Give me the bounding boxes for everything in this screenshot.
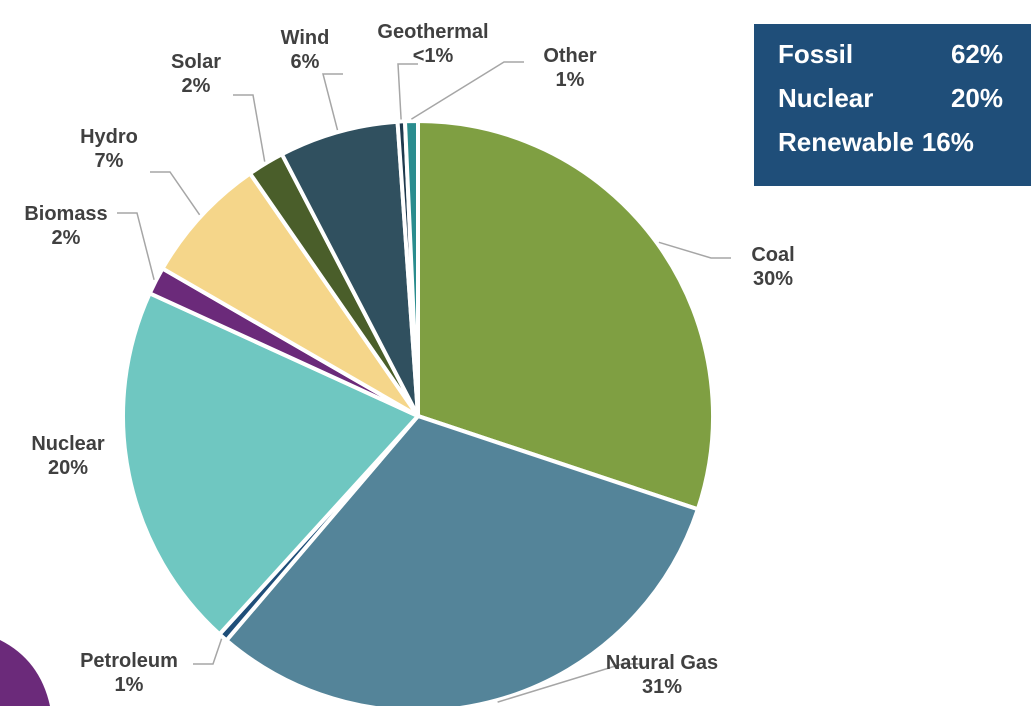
pie-slice-nuclear [121,291,420,637]
slice-label-name: Coal [751,244,794,266]
leader-line [497,663,642,703]
slice-label: Hydro 7% [80,126,138,172]
pie-slice-other [402,119,420,418]
slice-labels: Coal 30%Natural Gas 31%Petroleum 1%Nuclear 2… [24,21,794,698]
summary-row-renewable: Renewable 16% [778,120,1031,164]
slice-label-name: Geothermal [377,21,488,43]
slice-label: Geothermal <1% [377,21,488,67]
slice-label-value: 2% [52,227,81,249]
leader-line [150,171,201,216]
summary-name: Renewable [778,126,914,157]
leader-line [397,63,418,120]
summary-name: Fossil [778,38,854,69]
summary-name: Nuclear [778,82,874,113]
slice-label-value: 31% [642,676,682,698]
slice-label: Wind 6% [281,27,330,73]
slice-label-name: Natural Gas [606,652,718,674]
slice-label: Biomass 2% [24,203,107,249]
leader-line [322,73,343,131]
pie-slice-natural-gas [224,414,700,706]
slice-label-value: 30% [753,268,793,290]
leader-line [117,212,155,280]
slice-label: Natural Gas 31% [606,652,718,698]
leader-line [411,61,524,120]
slice-label-value: 20% [48,457,88,479]
slice-label-name: Other [543,45,597,67]
summary-value: 16% [921,126,974,157]
summary-value: 20% [950,82,1003,113]
summary-value: 62% [950,38,1003,69]
summary-box: Fossil 62% Nuclear 20% Renewable 16% [754,24,1031,186]
slice-label-name: Biomass [24,203,107,225]
slice-label: Solar 2% [171,51,221,97]
slice-label-value: 2% [182,75,211,97]
leader-line [193,638,223,665]
slice-label-name: Nuclear [31,433,105,455]
slice-label: Coal 30% [751,244,794,290]
slice-label-name: Solar [171,51,221,73]
slice-label: Other 1% [543,45,597,91]
slice-label: Petroleum 1% [80,650,178,696]
slice-label: Nuclear 20% [31,433,105,479]
leader-lines [117,61,731,703]
pie-slices [121,119,715,706]
slice-label-value: 1% [115,674,144,696]
slice-label-value: 6% [291,51,320,73]
slice-label-name: Hydro [80,126,138,148]
pie-slice-wind [279,119,420,418]
slice-label-name: Petroleum [80,650,178,672]
slice-label-value: 1% [556,69,585,91]
leader-line [658,241,731,259]
leader-line [233,94,266,162]
summary-row-fossil: Fossil 62% [778,32,1031,76]
slice-label-value: 7% [95,150,124,172]
pie-slice-coal [416,119,715,512]
summary-row-nuclear: Nuclear 20% [778,76,1031,120]
slice-label-value: <1% [413,45,454,67]
pie-slice-hydro [160,171,420,418]
slice-label-name: Wind [281,27,330,49]
